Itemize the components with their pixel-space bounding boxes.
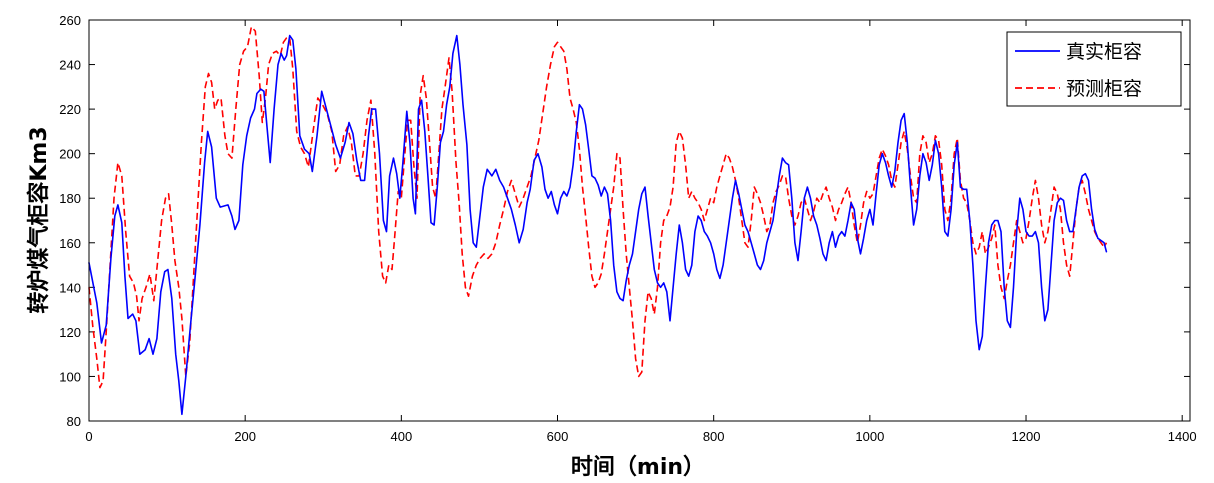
y-tick-label: 180 [59,191,81,206]
x-tick-label: 600 [547,429,569,444]
plot-frame [88,19,1191,422]
x-tick-label: 1200 [1012,429,1041,444]
x-tick-label: 0 [85,429,92,444]
x-tick-label: 400 [390,429,412,444]
x-tick-label: 1400 [1168,429,1197,444]
y-tick-label: 260 [59,13,81,28]
y-tick-label: 100 [59,369,81,384]
legend-box [1006,31,1182,107]
x-axis-label: 时间（min） [571,455,705,480]
legend: 真实柜容 预测柜容 [1006,31,1182,107]
y-axis-label: 转炉煤气柜容Km3 [26,126,52,313]
y-tick-label: 220 [59,102,81,117]
y-tick-label: 80 [67,414,81,429]
series-line-actual [88,34,1108,416]
legend-label-predicted: 预测柜容 [1066,78,1142,100]
y-tick-label: 120 [59,325,81,340]
legend-label-actual: 真实柜容 [1066,41,1142,63]
x-tick-label: 800 [703,429,725,444]
y-tick-label: 240 [59,58,81,73]
series-line-predicted [88,25,1108,389]
y-tick-label: 160 [59,236,81,251]
series-layer [88,25,1108,416]
y-tick-label: 200 [59,147,81,162]
y-tick-label: 140 [59,280,81,295]
x-tick-label: 200 [234,429,256,444]
ticks-layer: 0 200 400 600 800 1000 1200 1400 80 100 120 140 160 1… [59,13,1196,444]
x-tick-label: 1000 [855,429,884,444]
